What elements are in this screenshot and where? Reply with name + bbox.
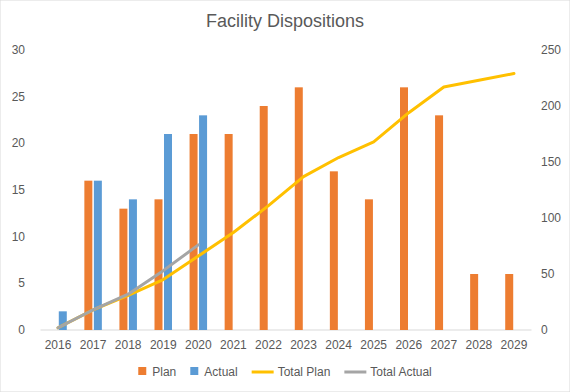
legend-symbol — [252, 371, 274, 374]
plot-area — [58, 74, 514, 330]
legend-label: Total Actual — [370, 365, 431, 379]
bar — [199, 115, 207, 330]
bar — [225, 134, 233, 330]
x-tick-label: 2019 — [150, 338, 177, 352]
legend-label: Plan — [152, 365, 176, 379]
x-tick-label: 2018 — [115, 338, 142, 352]
x-tick-label: 2028 — [466, 338, 493, 352]
bar — [155, 199, 163, 330]
bar — [190, 134, 198, 330]
bar — [435, 115, 443, 330]
y-tick-label: 30 — [12, 43, 26, 57]
bar — [119, 209, 127, 330]
bar — [260, 106, 268, 330]
x-tick-label: 2020 — [185, 338, 212, 352]
legend-symbol — [138, 367, 146, 375]
bar — [330, 171, 338, 330]
bar — [295, 87, 303, 330]
y2-tick-label: 150 — [541, 155, 561, 169]
x-tick-label: 2022 — [255, 338, 282, 352]
y2-tick-label: 50 — [541, 267, 555, 281]
legend-label: Total Plan — [278, 365, 331, 379]
legend: Plan Actual Total Plan Total Actual — [138, 365, 431, 379]
x-tick-label: 2023 — [290, 338, 317, 352]
bar — [365, 199, 373, 330]
bar — [400, 87, 408, 330]
line — [58, 245, 198, 328]
y2-tick-label: 0 — [541, 323, 548, 337]
x-tick-label: 2016 — [45, 338, 72, 352]
y2-tick-label: 250 — [541, 43, 561, 57]
y-tick-label: 10 — [12, 230, 26, 244]
bar — [84, 181, 92, 330]
chart: Facility Dispositions0510152025300501001… — [0, 0, 570, 392]
y-tick-label: 25 — [12, 90, 26, 104]
background — [0, 0, 570, 392]
y2-tick-label: 200 — [541, 99, 561, 113]
y2-tick-label: 100 — [541, 211, 561, 225]
y-tick-label: 20 — [12, 136, 26, 150]
x-axis-line — [41, 330, 532, 331]
bar — [470, 274, 478, 330]
legend-label: Actual — [204, 365, 237, 379]
legend-symbol — [190, 367, 198, 375]
x-tick-label: 2026 — [395, 338, 422, 352]
bar — [505, 274, 513, 330]
y-tick-label: 5 — [18, 276, 25, 290]
y-tick-label: 0 — [18, 323, 25, 337]
bar — [129, 199, 137, 330]
x-tick-label: 2017 — [80, 338, 107, 352]
x-tick-label: 2024 — [325, 338, 352, 352]
x-tick-label: 2025 — [360, 338, 387, 352]
legend-symbol — [344, 371, 366, 374]
title: Facility Dispositions — [206, 11, 364, 31]
x-tick-label: 2029 — [501, 338, 528, 352]
y-tick-label: 15 — [12, 183, 26, 197]
x-tick-label: 2027 — [430, 338, 457, 352]
bar — [164, 134, 172, 330]
x-tick-label: 2021 — [220, 338, 247, 352]
line — [58, 74, 514, 328]
